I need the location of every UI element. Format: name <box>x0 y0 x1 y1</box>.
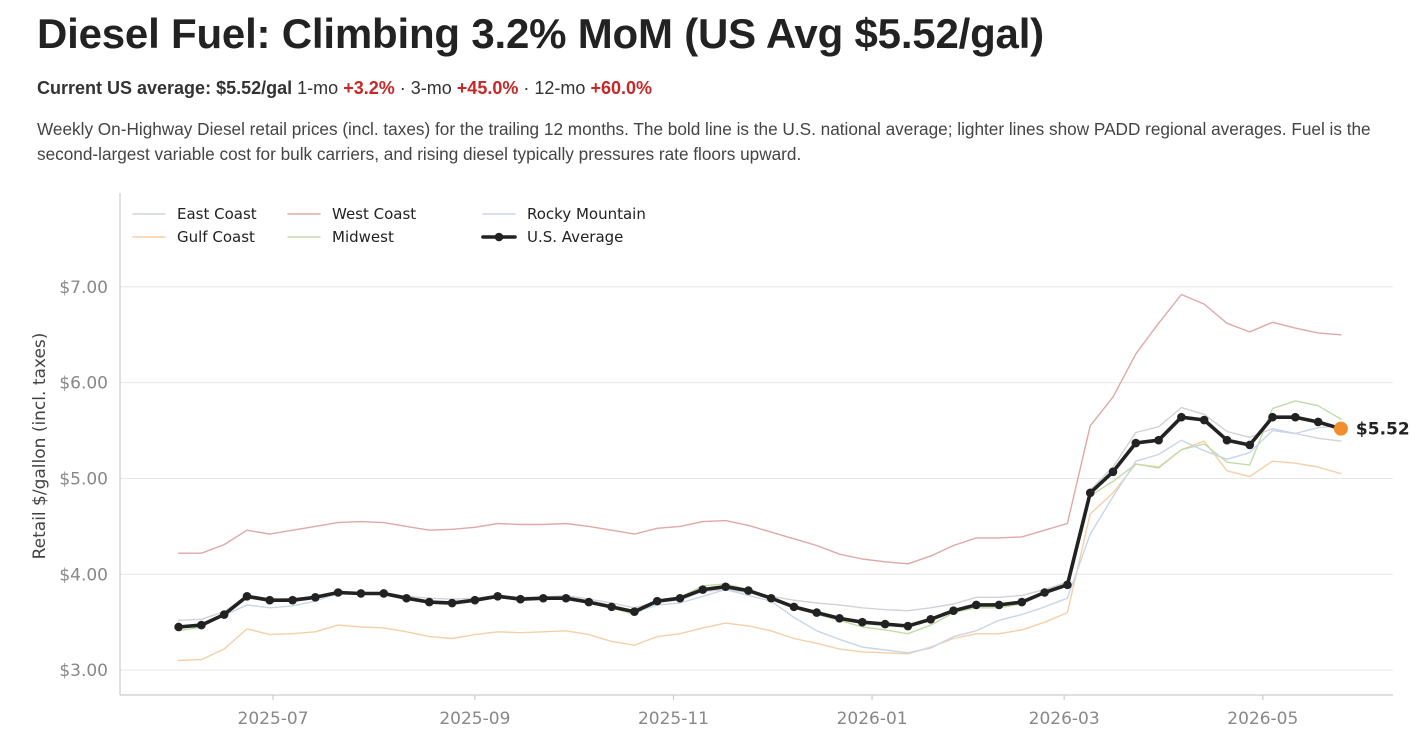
one-month-label: 1-mo <box>297 78 339 98</box>
u-s-average-point <box>789 602 799 612</box>
y-axis-label: Retail $/gallon (incl. taxes) <box>30 333 50 560</box>
series-lines <box>174 293 1346 662</box>
u-s-average-point <box>607 602 616 612</box>
u-s-average-point <box>721 582 730 592</box>
one-month-change: +3.2% <box>343 78 395 98</box>
latest-value-label: $5.52 <box>1356 420 1410 440</box>
x-tick-label: 2026-03 <box>1029 709 1100 729</box>
u-s-average-point <box>1222 435 1232 445</box>
u-s-average-point <box>1291 412 1300 422</box>
u-s-average-point <box>311 592 320 602</box>
u-s-average-point <box>1085 488 1095 498</box>
three-month-label: 3-mo <box>410 78 452 98</box>
y-tick-label: $5.00 <box>59 469 108 489</box>
u-s-average-point <box>1108 467 1118 477</box>
chart-description: Weekly On-Highway Diesel retail prices (… <box>37 119 1371 164</box>
u-s-average-point <box>835 614 844 623</box>
u-s-average-point <box>630 607 639 616</box>
rocky-mountain-line <box>177 425 1342 654</box>
annotations: $5.52 <box>1333 420 1410 440</box>
current-average-value: $5.52/gal <box>216 78 293 98</box>
u-s-average-point <box>402 593 411 603</box>
u-s-average-point <box>812 608 822 617</box>
u-s-average-point <box>1268 412 1277 422</box>
y-tick-label: $7.00 <box>59 278 108 298</box>
u-s-average-point <box>1154 435 1163 445</box>
gulf-coast-line <box>177 440 1342 662</box>
legend-label-west-coast: West Coast <box>332 205 416 223</box>
u-s-average-point <box>219 610 229 619</box>
u-s-average-line <box>176 415 1343 629</box>
u-s-average-point <box>994 600 1004 610</box>
page-title: Diesel Fuel: Climbing 3.2% MoM (US Avg $… <box>37 10 1044 57</box>
u-s-average-point <box>1177 412 1186 422</box>
legend-marker-u-s-average <box>494 232 504 242</box>
u-s-average-point <box>288 595 297 605</box>
u-s-average-point <box>858 617 867 627</box>
gridlines <box>120 286 1393 671</box>
x-tick-label: 2025-09 <box>439 709 510 729</box>
u-s-average-point <box>447 598 457 608</box>
u-s-average-point <box>333 588 343 597</box>
legend-label-east-coast: East Coast <box>177 205 257 223</box>
twelve-month-change: +60.0% <box>590 78 652 98</box>
west-coast-line <box>177 293 1342 565</box>
u-s-average-point <box>744 586 753 595</box>
u-s-average-point <box>652 596 662 606</box>
legend-label-gulf-coast: Gulf Coast <box>177 228 255 246</box>
east-coast-line <box>177 406 1342 621</box>
x-tick-label: 2026-01 <box>837 709 908 729</box>
y-tick-label: $6.00 <box>59 374 108 394</box>
u-s-average-point <box>698 585 708 594</box>
u-s-average-point <box>1131 438 1141 448</box>
u-s-average-point <box>1313 417 1323 427</box>
u-s-average-point <box>1017 597 1027 607</box>
twelve-month-label: 12-mo <box>534 78 586 98</box>
u-s-average-point <box>538 593 548 603</box>
u-s-average-point <box>903 621 913 631</box>
x-tick-label: 2026-05 <box>1227 709 1298 729</box>
separator: · <box>399 78 406 98</box>
axes: $3.00 $4.00 $5.00 $6.00 $7.00 2025-07 2025-09 2… <box>30 193 1393 729</box>
y-tick-label: $4.00 <box>59 565 108 585</box>
legend-label-rocky-mountain: Rocky Mountain <box>527 205 646 223</box>
u-s-average-point <box>1063 580 1072 590</box>
three-month-change: +45.0% <box>456 78 519 98</box>
u-s-average-point <box>561 593 571 603</box>
u-s-average-point <box>1199 415 1209 425</box>
u-s-average-point <box>379 589 389 598</box>
separator: · <box>523 78 530 98</box>
u-s-average-point <box>174 622 183 632</box>
u-s-average-point <box>880 619 890 629</box>
u-s-average-point <box>356 589 366 598</box>
legend: East Coast Gulf Coast West Coast Midwest Roc… <box>132 205 646 246</box>
u-s-average-point <box>197 620 206 630</box>
u-s-average-point <box>242 592 252 601</box>
u-s-average-point <box>675 593 685 603</box>
stats-line: Current US average: $5.52/gal 1-mo +3.2%… <box>37 78 652 99</box>
u-s-average-point <box>265 595 275 605</box>
legend-label-midwest: Midwest <box>332 228 394 246</box>
x-tick-label: 2025-07 <box>238 709 309 729</box>
u-s-average-point <box>1040 588 1049 597</box>
u-s-average-point <box>493 592 502 601</box>
u-s-average-point <box>949 606 958 615</box>
u-s-average-point <box>1245 440 1255 450</box>
u-s-average-point <box>424 597 434 607</box>
u-s-average-point <box>971 600 981 610</box>
latest-value-marker <box>1333 421 1348 436</box>
u-s-average-point <box>766 593 776 603</box>
legend-label-u-s-average: U.S. Average <box>527 228 623 246</box>
x-tick-label: 2025-11 <box>638 709 709 729</box>
current-average-label: Current US average: <box>37 78 212 98</box>
u-s-average-point <box>926 615 935 624</box>
u-s-average-point <box>470 595 480 605</box>
u-s-average-point <box>516 594 525 604</box>
u-s-average-point <box>584 597 594 607</box>
y-tick-label: $3.00 <box>59 661 108 681</box>
